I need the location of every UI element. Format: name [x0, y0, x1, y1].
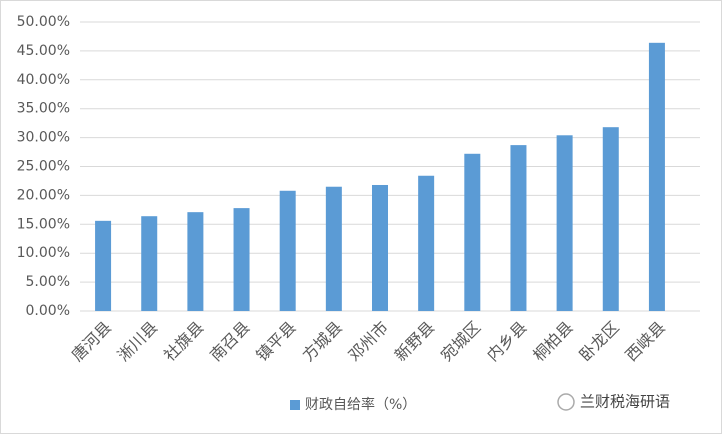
- bar: [187, 212, 204, 311]
- y-tick-label: 5.00%: [26, 274, 70, 290]
- bar: [95, 220, 112, 311]
- y-tick-label: 15.00%: [17, 216, 70, 232]
- bar: [602, 127, 619, 311]
- legend-label: 财政自给率（%）: [305, 396, 416, 413]
- bar: [510, 145, 527, 311]
- y-tick-label: 20.00%: [17, 187, 70, 203]
- watermark-icon: [557, 393, 575, 411]
- bar: [233, 208, 250, 311]
- bar: [648, 42, 665, 312]
- bar: [418, 175, 435, 311]
- y-tick-label: 0.00%: [26, 303, 70, 319]
- watermark-text: 兰财税海研语: [580, 393, 670, 411]
- bar: [556, 135, 573, 311]
- bar: [325, 186, 342, 311]
- y-tick-label: 10.00%: [17, 245, 70, 261]
- bar: [279, 190, 296, 311]
- bar: [141, 216, 158, 311]
- legend-swatch: [290, 400, 300, 410]
- bar: [464, 153, 481, 311]
- y-tick-label: 45.00%: [17, 43, 70, 59]
- y-tick-label: 40.00%: [17, 72, 70, 88]
- bar: [372, 184, 388, 311]
- y-tick-label: 35.00%: [17, 101, 70, 117]
- y-tick-label: 50.00%: [17, 14, 70, 30]
- watermark: 兰财税海研语: [557, 393, 670, 411]
- y-tick-label: 25.00%: [17, 159, 70, 175]
- y-tick-label: 30.00%: [17, 130, 70, 146]
